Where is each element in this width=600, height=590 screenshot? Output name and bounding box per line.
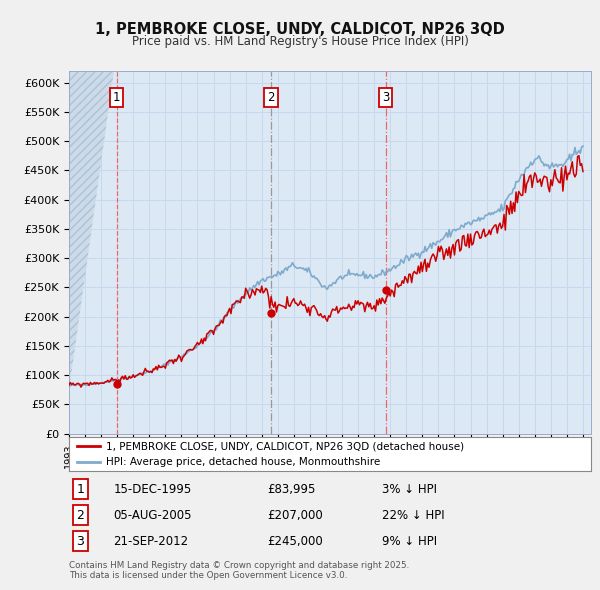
Text: 9% ↓ HPI: 9% ↓ HPI	[382, 535, 437, 548]
Text: 1, PEMBROKE CLOSE, UNDY, CALDICOT, NP26 3QD: 1, PEMBROKE CLOSE, UNDY, CALDICOT, NP26 …	[95, 22, 505, 37]
Text: Price paid vs. HM Land Registry's House Price Index (HPI): Price paid vs. HM Land Registry's House …	[131, 35, 469, 48]
Text: £245,000: £245,000	[268, 535, 323, 548]
Text: 2: 2	[77, 509, 85, 522]
Text: Contains HM Land Registry data © Crown copyright and database right 2025.
This d: Contains HM Land Registry data © Crown c…	[69, 560, 409, 580]
Text: 1, PEMBROKE CLOSE, UNDY, CALDICOT, NP26 3QD (detached house): 1, PEMBROKE CLOSE, UNDY, CALDICOT, NP26 …	[106, 441, 464, 451]
Polygon shape	[69, 71, 114, 390]
Text: 2: 2	[268, 91, 275, 104]
Text: 15-DEC-1995: 15-DEC-1995	[113, 483, 191, 496]
Text: £83,995: £83,995	[268, 483, 316, 496]
Text: 3: 3	[382, 91, 389, 104]
Text: 1: 1	[77, 483, 85, 496]
Text: 1: 1	[113, 91, 120, 104]
Text: 3% ↓ HPI: 3% ↓ HPI	[382, 483, 437, 496]
Text: 3: 3	[77, 535, 85, 548]
Text: HPI: Average price, detached house, Monmouthshire: HPI: Average price, detached house, Monm…	[106, 457, 380, 467]
Text: £207,000: £207,000	[268, 509, 323, 522]
Text: 21-SEP-2012: 21-SEP-2012	[113, 535, 188, 548]
Text: 22% ↓ HPI: 22% ↓ HPI	[382, 509, 445, 522]
Text: 05-AUG-2005: 05-AUG-2005	[113, 509, 192, 522]
